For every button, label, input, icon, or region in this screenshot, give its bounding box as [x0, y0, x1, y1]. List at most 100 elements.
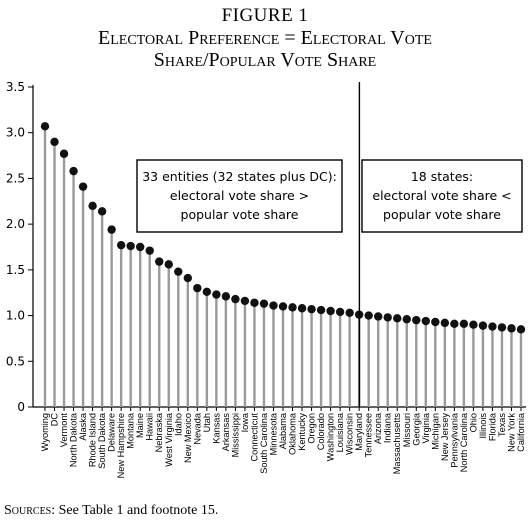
- x-tick-label: New Mexico: [183, 413, 193, 463]
- x-tick-label: Kansas: [211, 413, 221, 444]
- data-point: [316, 305, 326, 315]
- x-tick-label: Iowa: [240, 412, 250, 432]
- data-point: [240, 296, 250, 306]
- y-tick-label: 3.0: [6, 126, 25, 140]
- data-point: [116, 240, 126, 250]
- y-tick-label: 1.0: [6, 309, 25, 323]
- x-tick-label: Louisiana: [335, 412, 345, 452]
- x-tick-label: Indiana: [383, 412, 393, 443]
- data-point: [402, 315, 411, 324]
- data-point: [174, 267, 183, 276]
- x-tick-label: Montana: [126, 412, 136, 449]
- data-point: [40, 122, 50, 131]
- data-point: [431, 317, 440, 327]
- x-tick-label: Connecticut: [249, 413, 259, 462]
- figure-label: FIGURE 1: [221, 5, 309, 26]
- x-tick-label: Florida: [487, 412, 497, 441]
- data-point: [145, 246, 154, 255]
- data-point: [469, 320, 478, 329]
- x-tick-label: Utah: [202, 413, 212, 432]
- x-tick-label: Arkansas: [221, 413, 231, 452]
- x-tick-label: New York: [506, 413, 516, 452]
- y-tick-label: 2.0: [6, 217, 25, 231]
- y-tick-label: 3.5: [6, 80, 25, 94]
- x-tick-label: Pennsylvania: [449, 412, 459, 468]
- x-tick-label: Michigan: [430, 413, 440, 450]
- annotation-text: popular vote share: [181, 207, 299, 222]
- data-point: [497, 323, 507, 332]
- data-point: [393, 314, 402, 323]
- x-tick-label: Wyoming: [40, 413, 50, 451]
- x-tick-label: Vermont: [59, 413, 69, 448]
- x-tick-label: Hawaii: [145, 413, 155, 441]
- source-text: : See Table 1 and footnote 15.: [51, 503, 219, 518]
- data-point: [278, 302, 288, 311]
- x-tick-label: Minnesota: [268, 412, 278, 455]
- figure-title-line2: Share/Popular Vote Share: [153, 49, 377, 71]
- data-point: [507, 324, 516, 333]
- data-point: [478, 321, 488, 330]
- data-point: [488, 322, 497, 331]
- data-point: [164, 260, 173, 269]
- source-note: Sources: See Table 1 and footnote 15.: [4, 503, 218, 519]
- x-tick-label: Georgia: [411, 412, 421, 446]
- x-tick-label: Virginia: [421, 412, 431, 443]
- data-point: [250, 298, 259, 307]
- y-tick-label: 0: [17, 400, 25, 414]
- data-point: [364, 311, 373, 320]
- x-tick-label: Texas: [497, 413, 507, 437]
- data-point: [202, 287, 212, 296]
- data-point: [183, 273, 192, 283]
- x-tick-label: Washington: [326, 413, 336, 461]
- data-point: [297, 304, 307, 313]
- data-point: [374, 312, 383, 321]
- data-point: [421, 316, 430, 326]
- data-point: [136, 242, 145, 252]
- x-tick-label: South Carolina: [259, 412, 269, 474]
- annotation-box: [136, 159, 343, 233]
- data-point: [450, 319, 459, 328]
- data-point: [440, 318, 450, 328]
- x-tick-label: Oklahoma: [288, 412, 298, 455]
- x-tick-label: Tennessee: [364, 413, 374, 457]
- data-point: [288, 303, 297, 312]
- data-point: [231, 294, 240, 304]
- x-tick-label: North Carolina: [459, 412, 469, 472]
- data-point: [345, 308, 354, 318]
- data-point: [212, 290, 221, 299]
- data-point: [193, 283, 202, 293]
- x-tick-label: Arizona: [373, 412, 383, 444]
- x-tick-label: West Virginia: [164, 412, 174, 467]
- data-point: [516, 325, 526, 334]
- annotation-text: electoral vote share >: [170, 188, 309, 203]
- x-tick-label: Alaska: [78, 412, 88, 440]
- annotation-text: popular vote share: [383, 207, 501, 222]
- x-tick-label: Idaho: [173, 413, 183, 436]
- x-tick-label: New Hampshire: [116, 413, 126, 478]
- data-point: [221, 292, 231, 301]
- x-tick-label: Colorado: [316, 413, 326, 450]
- y-tick-label: 0.5: [6, 354, 25, 368]
- data-point: [259, 299, 269, 308]
- x-tick-label: Delaware: [107, 413, 117, 452]
- x-tick-label: Illinois: [478, 413, 488, 439]
- data-point: [459, 319, 469, 328]
- data-point: [69, 166, 78, 176]
- x-tick-label: Nevada: [192, 412, 202, 445]
- data-point: [335, 307, 345, 317]
- x-tick-label: Massachusetts: [392, 413, 402, 475]
- x-tick-label: Kentucky: [297, 413, 307, 451]
- annotation-text: electoral vote share <: [372, 188, 511, 203]
- x-tick-label: California: [516, 412, 526, 452]
- x-tick-label: Maryland: [354, 413, 364, 451]
- data-point: [383, 313, 392, 322]
- data-point: [307, 304, 316, 314]
- figure-title-line1: Electoral Preference = Electoral Vote: [98, 27, 432, 49]
- data-point: [126, 241, 135, 251]
- x-tick-label: Wisconsin: [345, 413, 355, 455]
- x-tick-label: Rhode Island: [88, 413, 98, 467]
- x-tick-label: Nebraska: [154, 412, 164, 452]
- data-point: [326, 306, 335, 316]
- data-point: [50, 137, 59, 147]
